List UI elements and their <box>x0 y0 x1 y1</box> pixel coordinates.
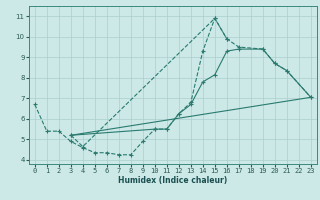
X-axis label: Humidex (Indice chaleur): Humidex (Indice chaleur) <box>118 176 228 185</box>
